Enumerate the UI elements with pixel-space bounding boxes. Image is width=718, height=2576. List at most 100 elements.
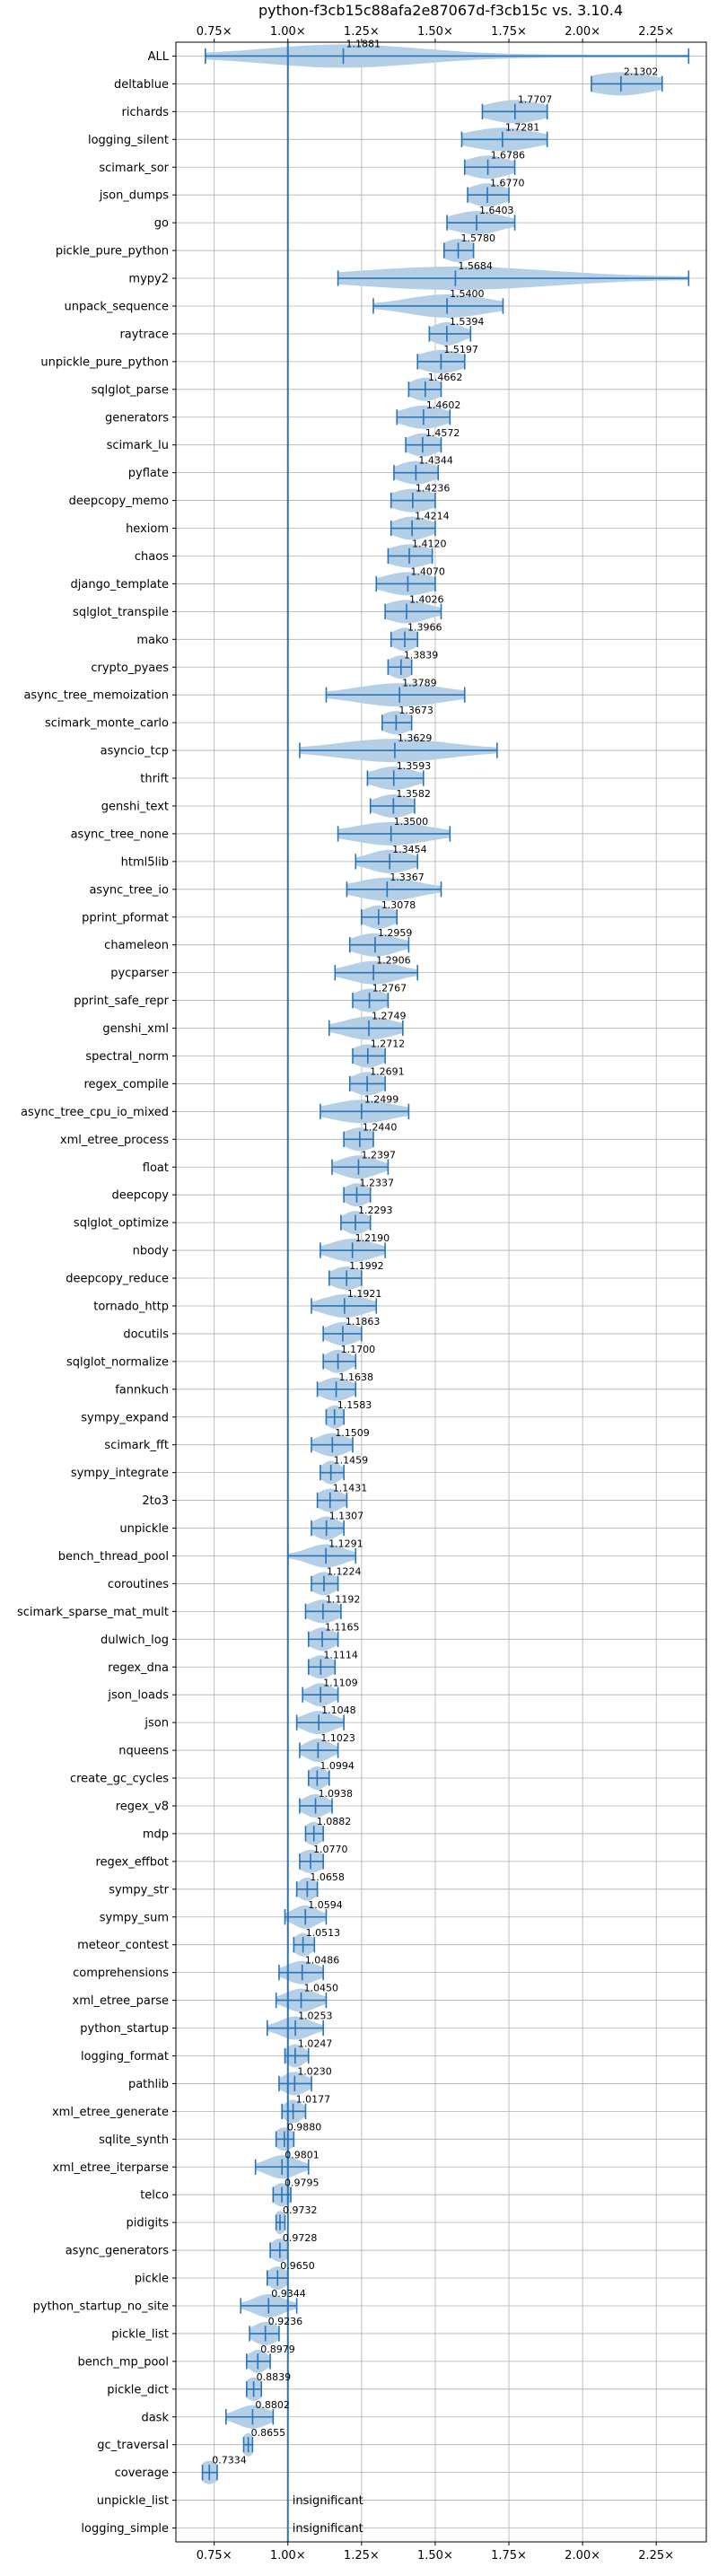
- value-label: 1.0938: [319, 1788, 354, 1800]
- value-label: 1.1224: [327, 1566, 362, 1578]
- value-label: 0.9880: [287, 2121, 322, 2133]
- category-label: xml_etree_parse: [73, 1994, 169, 2008]
- value-label: 1.6786: [491, 149, 526, 161]
- value-label: 1.0247: [298, 2038, 333, 2050]
- category-label: sympy_integrate: [71, 1467, 169, 1480]
- x-tick-label-top: 2.00×: [565, 25, 600, 39]
- value-label: 1.7707: [518, 93, 553, 105]
- value-label: 1.4070: [410, 566, 445, 578]
- category-label: async_tree_io: [89, 883, 169, 897]
- value-label: 1.3839: [404, 649, 439, 661]
- category-label: pickle_pure_python: [56, 245, 169, 258]
- category-label: comprehensions: [73, 1967, 169, 1980]
- x-tick-label-bottom: 2.25×: [638, 2549, 674, 2563]
- category-label: sqlglot_parse: [92, 383, 169, 397]
- value-label: 1.3673: [398, 705, 433, 716]
- category-label: pidigits: [127, 2217, 170, 2230]
- value-label: 1.3593: [397, 760, 432, 772]
- category-label: hexiom: [126, 522, 169, 536]
- value-label: 1.4026: [409, 593, 444, 605]
- value-label: 0.9344: [271, 2288, 306, 2300]
- plot-frame: [175, 41, 707, 2543]
- category-label: json_dumps: [99, 189, 169, 203]
- chart-title: python-f3cb15c88afa2e87067d-f3cb15c vs. …: [258, 2, 623, 19]
- category-label: raytrace: [119, 328, 169, 341]
- value-label: 1.0882: [317, 1816, 352, 1827]
- value-label: 1.0486: [305, 1955, 340, 1967]
- x-tick-label-top: 1.50×: [417, 25, 453, 39]
- x-tick-label-bottom: 1.25×: [344, 2549, 380, 2563]
- value-label: 0.9236: [268, 2316, 303, 2327]
- category-label: logging_format: [81, 2050, 169, 2063]
- category-label: nbody: [133, 1245, 170, 1258]
- category-label: pathlib: [128, 2078, 169, 2091]
- value-label: 1.2337: [359, 1177, 394, 1188]
- category-label: scimark_sparse_mat_mult: [17, 1606, 169, 1619]
- value-label: 0.8979: [260, 2344, 295, 2355]
- category-label: chaos: [135, 550, 169, 564]
- value-label: 1.1048: [321, 1704, 356, 1716]
- category-label: deepcopy_memo: [69, 495, 169, 508]
- value-label: 1.4236: [416, 483, 451, 495]
- labels: 0.75× 0.75× 1.00× 1.00× 1.25× 1.25× 1.50× 1.50×…: [17, 25, 674, 2563]
- category-label: coroutines: [108, 1578, 169, 1591]
- axes: [172, 39, 707, 2545]
- x-tick-label-top: 1.75×: [491, 25, 527, 39]
- category-label: coverage: [115, 2466, 169, 2480]
- value-label: 1.5400: [450, 288, 484, 300]
- value-label: 1.1881: [346, 39, 381, 50]
- category-label: tornado_http: [93, 1300, 169, 1313]
- category-label: scimark_sor: [99, 162, 169, 175]
- category-label: thrift: [140, 773, 169, 786]
- category-label: json_loads: [107, 1689, 169, 1703]
- value-label: 1.2440: [363, 1121, 398, 1133]
- value-label: 0.8802: [255, 2399, 290, 2411]
- value-label: 1.2691: [370, 1066, 405, 1078]
- category-label: logging_simple: [81, 2522, 169, 2536]
- value-label: 1.0594: [308, 1899, 343, 1911]
- category-label: dask: [141, 2411, 169, 2424]
- value-label: 1.2906: [376, 955, 411, 967]
- value-label: 1.0658: [310, 1871, 345, 1883]
- category-label: gc_traversal: [97, 2439, 169, 2452]
- category-label: spectral_norm: [85, 1050, 169, 1064]
- category-label: sqlglot_optimize: [74, 1217, 169, 1231]
- category-label: logging_silent: [88, 134, 169, 147]
- value-label: 1.4120: [412, 539, 447, 550]
- value-label: 1.1992: [349, 1260, 384, 1272]
- category-label: async_tree_cpu_io_mixed: [21, 1106, 169, 1119]
- value-label: 0.9801: [285, 2149, 320, 2160]
- value-label: 1.2190: [355, 1232, 390, 1244]
- value-label: 1.2749: [372, 1011, 407, 1022]
- category-label: deltablue: [114, 78, 169, 92]
- category-label: dulwich_log: [101, 1634, 169, 1647]
- value-label: 1.4344: [418, 455, 453, 467]
- insignificant-label: insignificant: [293, 2494, 363, 2508]
- category-label: xml_etree_iterparse: [52, 2161, 169, 2175]
- x-tick-label-top: 1.25×: [344, 25, 380, 39]
- category-label: pprint_pformat: [82, 911, 169, 924]
- value-label: 0.8839: [257, 2371, 292, 2383]
- category-label: json: [144, 1717, 169, 1730]
- category-label: go: [154, 217, 169, 231]
- category-label: deepcopy: [111, 1189, 169, 1203]
- category-label: django_template: [71, 578, 169, 591]
- category-label: ALL: [148, 50, 170, 64]
- value-label: 1.3789: [402, 677, 437, 688]
- category-label: sqlite_synth: [99, 2134, 169, 2147]
- category-label: pickle_dict: [107, 2383, 169, 2396]
- category-label: fannkuch: [115, 1383, 169, 1397]
- value-label: 1.4662: [428, 372, 463, 383]
- category-label: html5lib: [121, 855, 169, 869]
- value-label: 0.9795: [285, 2177, 320, 2188]
- category-label: sqlglot_normalize: [66, 1355, 169, 1369]
- value-label: 1.3966: [407, 621, 442, 633]
- value-label: 0.9732: [283, 2204, 318, 2216]
- value-label: 1.1863: [346, 1316, 381, 1327]
- category-label: 2to3: [142, 1494, 169, 1508]
- category-label: pprint_safe_repr: [74, 994, 169, 1008]
- category-label: deepcopy_reduce: [66, 1273, 169, 1286]
- value-label: 1.2712: [371, 1038, 406, 1050]
- value-label: 1.3454: [392, 844, 427, 855]
